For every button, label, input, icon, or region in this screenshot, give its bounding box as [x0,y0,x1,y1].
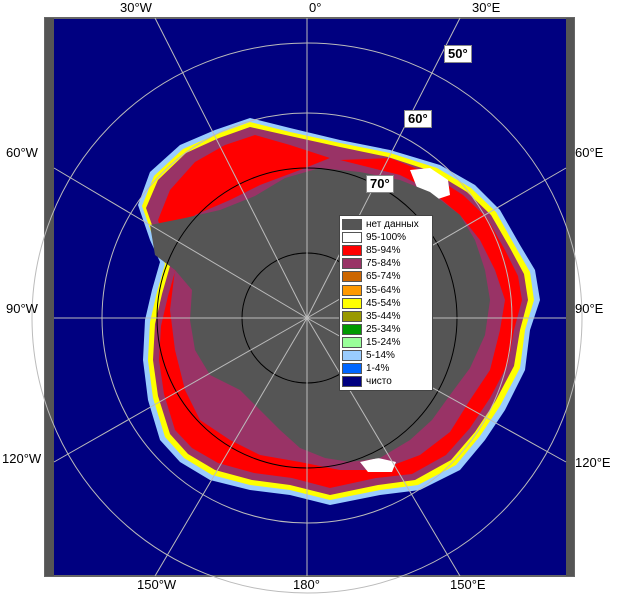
latitude-label-70: 70° [366,175,394,193]
legend-item: 65-74% [342,270,430,283]
legend-swatch [342,376,362,388]
latitude-label-50: 50° [444,45,472,63]
legend-swatch [342,271,362,283]
meridian-label-90e: 90°E [575,301,604,316]
legend-label: 1-4% [366,363,390,375]
legend-swatch [342,219,362,231]
legend-item: чисто [342,375,430,388]
meridian-line [154,317,308,577]
meridian-label-30w: 30°W [120,0,152,15]
ice-95-100-patch [360,458,396,472]
legend-item: 45-54% [342,297,430,310]
meridian-label-120w: 120°W [2,451,42,466]
concentration-legend: нет данных 95-100% 85-94% 75-84% 65-74% … [339,215,433,392]
meridian-line [306,17,461,319]
legend-label: 5-14% [366,349,395,361]
meridian-line [306,317,461,577]
legend-item: 1-4% [342,362,430,375]
legend-label: 25-34% [366,323,401,335]
ice-85-94 [158,135,522,488]
meridian-label-60w: 60°W [6,145,38,160]
legend-item: 15-24% [342,336,430,349]
legend-item: 55-64% [342,283,430,296]
legend-label: 45-54% [366,297,401,309]
legend-item: 35-44% [342,310,430,323]
meridian-label-120e: 120°E [575,455,611,470]
legend-item: 25-34% [342,323,430,336]
meridian-label-180: 180° [293,577,320,592]
legend-label: 35-44% [366,310,401,322]
legend-swatch [342,245,362,257]
legend-swatch [342,297,362,309]
legend-swatch [342,336,362,348]
legend-swatch [342,363,362,375]
legend-label: 55-64% [366,284,401,296]
meridian-label-60e: 60°E [575,145,604,160]
legend-swatch [342,284,362,296]
meridian-label-90w: 90°W [6,301,38,316]
meridian-label-150w: 150°W [137,577,177,592]
legend-swatch [342,349,362,361]
ice-95-100-patch [410,168,450,200]
legend-label: 95-100% [366,232,407,244]
legend-swatch [342,258,362,270]
legend-label: нет данных [366,219,419,231]
meridian-lines [53,17,567,577]
legend-swatch [342,323,362,335]
latitude-label-60: 60° [404,110,432,128]
meridian-line [154,17,308,319]
meridian-label-0: 0° [309,0,322,15]
legend-item: нет данных [342,218,430,231]
legend-label: 75-84% [366,258,401,270]
no-data-strip-right [566,18,574,576]
legend-item: 5-14% [342,349,430,362]
legend-item: 75-84% [342,257,430,270]
legend-swatch [342,310,362,322]
meridian-label-150e: 150°E [450,577,486,592]
legend-label: чисто [366,376,392,388]
meridian-label-30e: 30°E [472,0,501,15]
legend-label: 85-94% [366,245,401,257]
legend-item: 85-94% [342,244,430,257]
legend-item: 95-100% [342,231,430,244]
meridian-line [53,167,308,319]
meridian-line [53,317,308,463]
no-data-strip-left [45,18,54,576]
legend-swatch [342,232,362,244]
legend-label: 15-24% [366,336,401,348]
legend-label: 65-74% [366,271,401,283]
